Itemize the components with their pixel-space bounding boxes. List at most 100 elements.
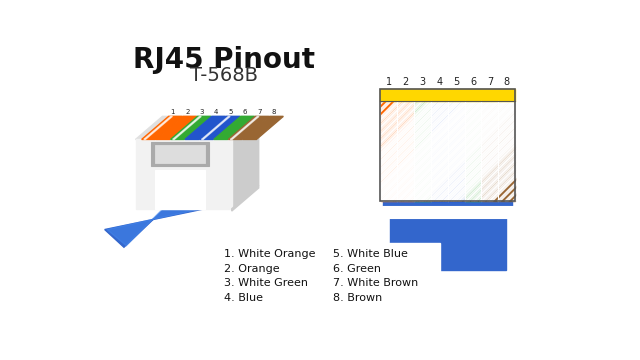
Polygon shape <box>440 101 543 201</box>
Polygon shape <box>383 101 487 201</box>
Polygon shape <box>463 101 566 201</box>
Polygon shape <box>422 101 525 201</box>
Text: 8. Brown: 8. Brown <box>333 293 383 303</box>
Bar <box>448 101 464 201</box>
Text: 1: 1 <box>171 109 175 115</box>
Polygon shape <box>479 101 582 201</box>
Polygon shape <box>388 101 492 201</box>
Text: 8: 8 <box>504 77 509 87</box>
Text: 1: 1 <box>386 77 392 87</box>
Text: T-568B: T-568B <box>190 66 258 85</box>
Polygon shape <box>453 101 556 201</box>
Polygon shape <box>467 101 570 201</box>
Polygon shape <box>438 101 541 201</box>
Polygon shape <box>471 101 575 201</box>
Polygon shape <box>407 101 510 201</box>
Text: 4: 4 <box>436 77 442 87</box>
Polygon shape <box>396 101 499 201</box>
Text: 4: 4 <box>214 109 218 115</box>
Polygon shape <box>451 101 554 201</box>
Polygon shape <box>404 101 507 201</box>
Polygon shape <box>374 101 477 201</box>
Polygon shape <box>232 186 259 211</box>
Text: 6: 6 <box>243 109 248 115</box>
Polygon shape <box>368 101 472 201</box>
Polygon shape <box>322 101 425 201</box>
Text: 7: 7 <box>486 77 493 87</box>
Bar <box>482 101 498 201</box>
Polygon shape <box>243 116 284 139</box>
Polygon shape <box>360 101 464 201</box>
Polygon shape <box>228 116 269 139</box>
Polygon shape <box>342 101 445 201</box>
Text: 2: 2 <box>403 77 409 87</box>
Text: RJ45 Pinout: RJ45 Pinout <box>133 46 315 74</box>
Polygon shape <box>358 101 461 201</box>
Polygon shape <box>513 101 616 201</box>
Polygon shape <box>281 101 384 201</box>
Polygon shape <box>136 116 259 139</box>
Text: 8: 8 <box>272 109 276 115</box>
Polygon shape <box>520 101 623 201</box>
Bar <box>382 206 513 218</box>
Polygon shape <box>366 101 470 201</box>
Polygon shape <box>399 101 502 201</box>
Polygon shape <box>350 101 453 201</box>
Bar <box>499 101 515 201</box>
Polygon shape <box>105 170 205 247</box>
Polygon shape <box>420 101 524 201</box>
Bar <box>380 89 515 201</box>
Polygon shape <box>365 101 468 201</box>
Polygon shape <box>436 101 539 201</box>
Polygon shape <box>412 101 515 201</box>
Polygon shape <box>389 101 493 201</box>
Text: 6: 6 <box>470 77 476 87</box>
Polygon shape <box>371 101 474 201</box>
Text: 7: 7 <box>257 109 262 115</box>
Polygon shape <box>402 101 505 201</box>
Polygon shape <box>379 101 482 201</box>
Bar <box>155 145 205 163</box>
Polygon shape <box>376 101 479 201</box>
Polygon shape <box>107 170 201 246</box>
Polygon shape <box>289 101 392 201</box>
Polygon shape <box>230 116 259 139</box>
Polygon shape <box>356 101 459 201</box>
Polygon shape <box>474 101 577 201</box>
Polygon shape <box>202 116 230 139</box>
Polygon shape <box>490 101 593 201</box>
Polygon shape <box>456 101 559 201</box>
Bar <box>380 89 515 101</box>
Text: 3: 3 <box>419 77 426 87</box>
Polygon shape <box>417 101 520 201</box>
Polygon shape <box>136 139 232 209</box>
Polygon shape <box>373 101 476 201</box>
Bar <box>381 101 397 201</box>
Polygon shape <box>397 101 500 201</box>
Bar <box>380 89 515 201</box>
Text: 7. White Brown: 7. White Brown <box>333 278 419 288</box>
Polygon shape <box>394 101 497 201</box>
Polygon shape <box>391 101 495 201</box>
Text: 3. White Green: 3. White Green <box>224 278 308 288</box>
Polygon shape <box>156 116 196 139</box>
Polygon shape <box>505 101 608 201</box>
Polygon shape <box>170 116 211 139</box>
Bar <box>390 197 506 270</box>
Polygon shape <box>381 101 485 201</box>
Polygon shape <box>419 101 522 201</box>
Polygon shape <box>348 101 451 201</box>
Polygon shape <box>307 101 410 201</box>
Polygon shape <box>425 101 528 201</box>
Polygon shape <box>312 101 415 201</box>
Polygon shape <box>327 101 430 201</box>
Bar <box>155 170 205 209</box>
Text: 5: 5 <box>453 77 460 87</box>
Polygon shape <box>200 116 240 139</box>
Polygon shape <box>445 101 548 201</box>
Polygon shape <box>345 101 448 201</box>
Polygon shape <box>497 101 600 201</box>
Polygon shape <box>299 101 402 201</box>
Polygon shape <box>330 101 433 201</box>
Polygon shape <box>433 101 536 201</box>
